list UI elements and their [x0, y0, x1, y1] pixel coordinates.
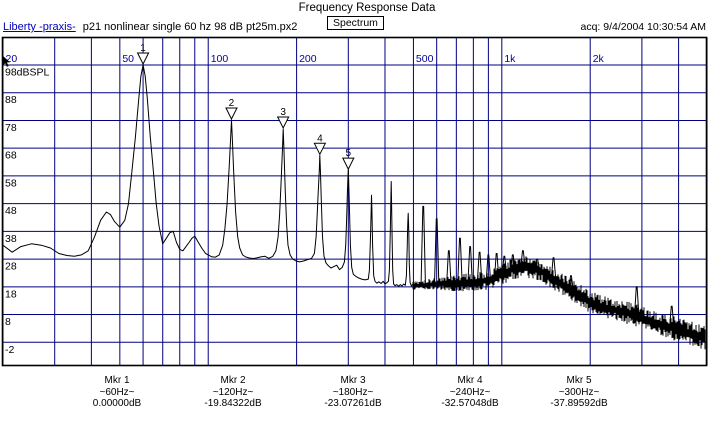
marker-readout-2: Mkr 2 ~120Hz~ -19.84322dB: [168, 375, 298, 410]
harmonic-spike: [633, 286, 640, 316]
harmonic-spike: [534, 258, 540, 269]
x-tick-label: 1k: [504, 53, 516, 65]
y-tick-label: 18: [5, 288, 17, 300]
peak-marker-number: 4: [317, 133, 323, 144]
harmonic-spike: [446, 250, 452, 285]
harmonic-spike: [501, 255, 508, 275]
x-tick-label: 200: [299, 53, 317, 65]
page-title: Frequency Response Data: [298, 2, 436, 14]
marker-value: -19.84322dB: [204, 398, 262, 409]
y-tick-label: 58: [5, 177, 17, 189]
marker-value: -37.89592dB: [550, 398, 608, 409]
marker-freq: ~300Hz~: [558, 386, 600, 398]
peak-marker-number: 5: [346, 148, 352, 159]
file-name: p21 nonlinear single 60 hz 98 dB pt25m.p…: [82, 21, 298, 33]
file-line: Liberty -praxis-p21 nonlinear single 60 …: [3, 21, 297, 33]
harmonic-spike: [420, 205, 426, 286]
y-tick-label: 28: [5, 261, 17, 273]
y-tick-label: 38: [5, 233, 17, 245]
marker-name: Mkr 1: [104, 375, 130, 386]
plot-frame: [1, 36, 708, 367]
marker-freq: ~120Hz~: [212, 386, 254, 398]
x-tick-label: 100: [211, 53, 229, 65]
app-link[interactable]: Liberty -praxis-: [3, 21, 76, 33]
acq-timestamp: acq: 9/4/2004 10:30:54 AM: [580, 21, 706, 33]
harmonic-spike: [568, 275, 574, 290]
noise-floor-band: [412, 256, 706, 350]
harmonic-spike: [550, 257, 557, 279]
x-tick-label: 2k: [593, 53, 605, 65]
x-tick-label: 50: [122, 53, 134, 65]
harmonic-spike: [476, 251, 483, 282]
peak-marker-triangle[interactable]: [136, 52, 150, 66]
peak-marker-number: 3: [280, 107, 286, 118]
marker-name: Mkr 5: [566, 375, 592, 386]
y-tick-label: 68: [5, 150, 17, 162]
y-tick-label: 78: [5, 122, 17, 134]
marker-readout-4: Mkr 4 ~240Hz~ -32.57048dB: [405, 375, 535, 410]
peak-marker-triangle[interactable]: [313, 142, 327, 156]
marker-name: Mkr 3: [340, 375, 366, 386]
y-tick-label: 48: [5, 205, 17, 217]
marker-value: 0.00000dB: [92, 398, 142, 409]
harmonic-spike: [467, 246, 473, 283]
y-tick-label: 8: [5, 316, 11, 328]
spectrum-button[interactable]: Spectrum: [327, 16, 384, 30]
harmonic-spike: [520, 250, 526, 268]
marker-readout-1: Mkr 1 ~60Hz~ 0.00000dB: [52, 375, 182, 410]
peak-marker-number: 1: [140, 43, 146, 54]
y-tick-label: 98dBSPL: [5, 67, 50, 79]
marker-name: Mkr 2: [220, 375, 246, 386]
marker-freq: ~180Hz~: [332, 386, 374, 398]
peak-marker-number: 2: [229, 98, 235, 109]
harmonic-spike: [433, 218, 440, 286]
marker-readout-3: Mkr 3 ~180Hz~ -23.07261dB: [288, 375, 418, 410]
marker-freq: ~60Hz~: [99, 386, 135, 398]
marker-freq: ~240Hz~: [449, 386, 491, 398]
marker-readout-5: Mkr 5 ~300Hz~ -37.89592dB: [514, 375, 644, 410]
marker-value: -23.07261dB: [324, 398, 382, 409]
mouse-cursor-icon: [3, 56, 10, 67]
harmonic-spike: [510, 254, 516, 271]
marker-value: -32.57048dB: [441, 398, 499, 409]
x-tick-label: 20: [6, 53, 18, 65]
peak-marker-triangle[interactable]: [225, 107, 238, 121]
harmonic-spike: [457, 237, 463, 283]
harmonic-spike: [485, 254, 492, 282]
peak-marker-triangle[interactable]: [276, 116, 290, 130]
y-tick-label: -2: [5, 344, 14, 356]
x-tick-label: 500: [416, 53, 434, 65]
peak-marker-triangle[interactable]: [341, 157, 355, 171]
spectrum-curve: [3, 64, 414, 287]
marker-name: Mkr 4: [457, 375, 483, 386]
harmonic-spike: [669, 305, 675, 329]
harmonic-spike: [493, 253, 500, 280]
y-tick-label: 88: [5, 94, 17, 106]
trace-layer: [3, 64, 706, 350]
